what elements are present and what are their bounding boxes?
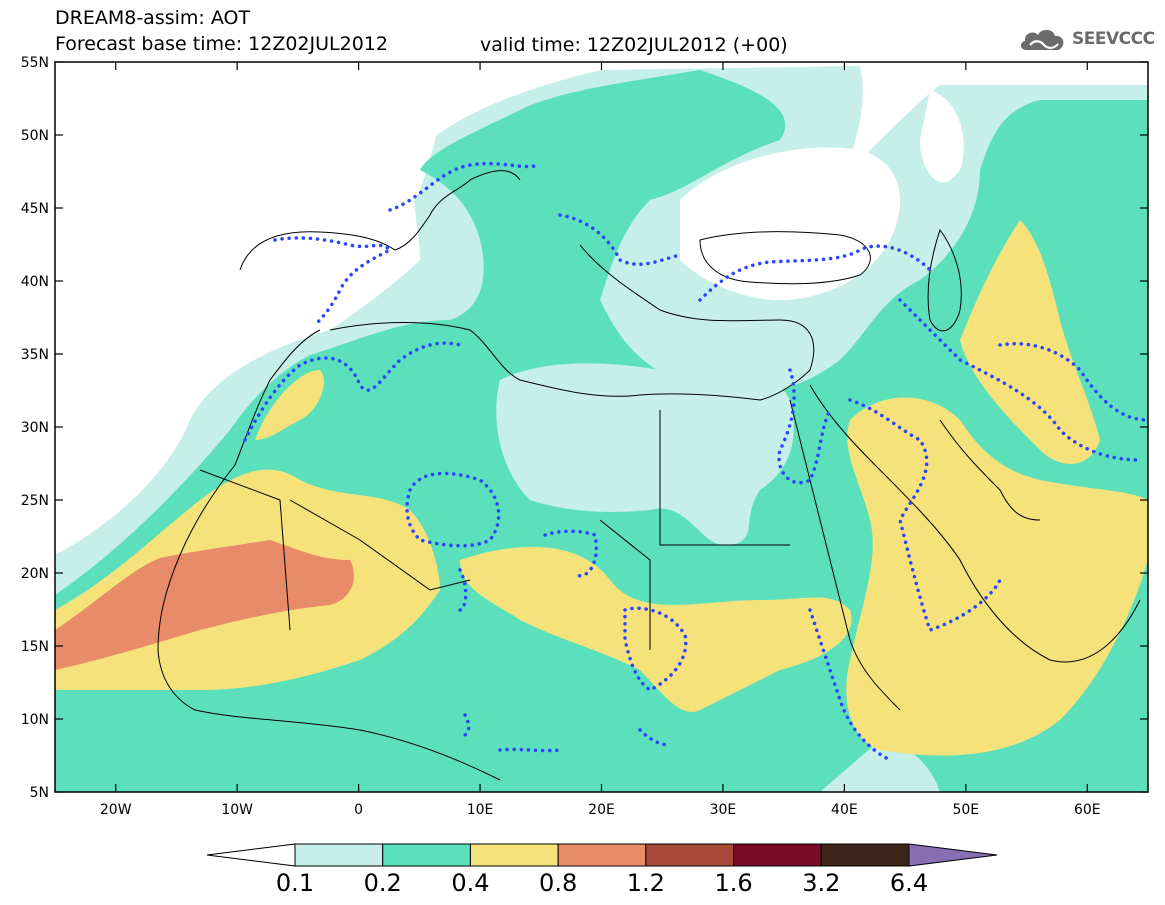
x-tick-label: 10E bbox=[467, 802, 494, 818]
coastline-mediterranean bbox=[329, 244, 815, 401]
axis-ticks: 20W 10W 0 10E 20E 30E 40E 50E 60E 55N 50N 45N 40N 35N… bbox=[21, 55, 1148, 818]
dust-contour-atlas bbox=[243, 341, 462, 442]
colorbar-label: 3.2 bbox=[802, 869, 841, 897]
colorbar-swatch bbox=[294, 843, 384, 867]
dust-contour-sudan bbox=[623, 606, 688, 693]
x-tick-label: 30E bbox=[710, 802, 737, 818]
y-tick-label: 10N bbox=[21, 712, 49, 728]
x-tick-label: 0 bbox=[354, 802, 363, 818]
coastline-west-africa bbox=[157, 329, 501, 781]
colorbar-label: 0.2 bbox=[363, 869, 402, 897]
aot-band-0-8-sahara-plume bbox=[55, 540, 354, 670]
colorbar-label: 0.8 bbox=[539, 869, 578, 897]
dust-contour-arabia bbox=[848, 398, 1002, 633]
x-tick-label: 60E bbox=[1074, 802, 1101, 818]
cloud-icon bbox=[1020, 29, 1064, 50]
aot-band-0-4-arabia bbox=[846, 397, 1148, 756]
logo-text: SEEVCCC bbox=[1072, 29, 1155, 49]
colorbar-arrow-low bbox=[206, 843, 296, 867]
colorbar-label: 1.2 bbox=[626, 869, 665, 897]
coastline-arabia bbox=[809, 384, 1141, 663]
coastline-caspian bbox=[927, 228, 962, 332]
dust-contour-iran bbox=[898, 298, 1142, 462]
y-tick-label: 35N bbox=[21, 347, 49, 363]
seevccc-logo: SEEVCCC bbox=[1018, 24, 1155, 54]
y-tick-label: 20N bbox=[21, 566, 49, 582]
dust-contour-west-africa bbox=[463, 713, 672, 753]
colorbar-swatch bbox=[645, 843, 735, 867]
forecast-base-time: Forecast base time: 12Z02JUL2012 bbox=[55, 33, 388, 55]
aot-low-east-europe bbox=[680, 147, 900, 300]
dust-contour-alps bbox=[388, 161, 542, 212]
dust-contour-persian bbox=[998, 342, 1148, 422]
dust-contours bbox=[243, 161, 1148, 762]
colorbar-arrow-high bbox=[908, 843, 998, 867]
colorbar-label: 0.4 bbox=[451, 869, 490, 897]
coastlines bbox=[157, 170, 1141, 781]
coastline-red-sea bbox=[789, 399, 901, 711]
dust-contour-levant bbox=[777, 368, 832, 485]
colorbar-label: 0.1 bbox=[275, 869, 315, 897]
colorbar-label: 1.6 bbox=[714, 869, 753, 897]
colorbar-swatch bbox=[382, 843, 471, 867]
coastline-black-sea bbox=[699, 231, 871, 285]
aot-low-europe bbox=[55, 62, 443, 332]
aot-band-0-4-sahel bbox=[460, 546, 852, 712]
coastline-persian-gulf bbox=[939, 419, 1041, 521]
x-tick-label: 20W bbox=[100, 802, 132, 818]
valid-time: valid time: 12Z02JUL2012 (+00) bbox=[480, 34, 788, 56]
map-title: DREAM8-assim: AOT bbox=[55, 7, 251, 29]
border-mauritania bbox=[199, 469, 291, 631]
dust-contour-chad bbox=[458, 529, 598, 612]
y-tick-label: 5N bbox=[30, 785, 49, 801]
y-tick-label: 45N bbox=[21, 201, 49, 217]
x-tick-label: 40E bbox=[831, 802, 858, 818]
dust-contour-balkans bbox=[558, 213, 682, 267]
y-tick-label: 40N bbox=[21, 274, 49, 290]
border-sudan-chad bbox=[599, 519, 651, 650]
x-tick-label: 10W bbox=[221, 802, 253, 818]
y-tick-label: 30N bbox=[21, 420, 49, 436]
dust-contour-iberia bbox=[273, 236, 393, 327]
y-tick-label: 15N bbox=[21, 639, 49, 655]
aot-low-caspian bbox=[920, 90, 964, 183]
aot-fields bbox=[55, 62, 1148, 792]
colorbar-swatch bbox=[820, 843, 910, 867]
aot-band-0-4-atlas bbox=[255, 370, 324, 440]
colorbar-label: 6.4 bbox=[889, 869, 929, 897]
x-tick-label: 20E bbox=[588, 802, 615, 818]
border-libya-egypt bbox=[659, 410, 790, 546]
coastline-europe bbox=[239, 170, 521, 271]
colorbar-swatch bbox=[557, 843, 647, 867]
x-tick-label: 50E bbox=[952, 802, 979, 818]
y-tick-label: 55N bbox=[21, 55, 49, 71]
aot-band-0-4-iran bbox=[960, 220, 1100, 464]
colorbar-swatch bbox=[733, 843, 822, 867]
y-tick-label: 25N bbox=[21, 493, 49, 509]
colorbar-swatches bbox=[206, 843, 998, 867]
dust-contour-sahara bbox=[405, 471, 501, 548]
colorbar-swatch bbox=[469, 843, 559, 867]
aot-band-0-1-sahara bbox=[496, 363, 794, 546]
dust-contour-horn bbox=[808, 608, 892, 762]
border-algeria-mali bbox=[289, 499, 471, 591]
y-tick-label: 50N bbox=[21, 128, 49, 144]
